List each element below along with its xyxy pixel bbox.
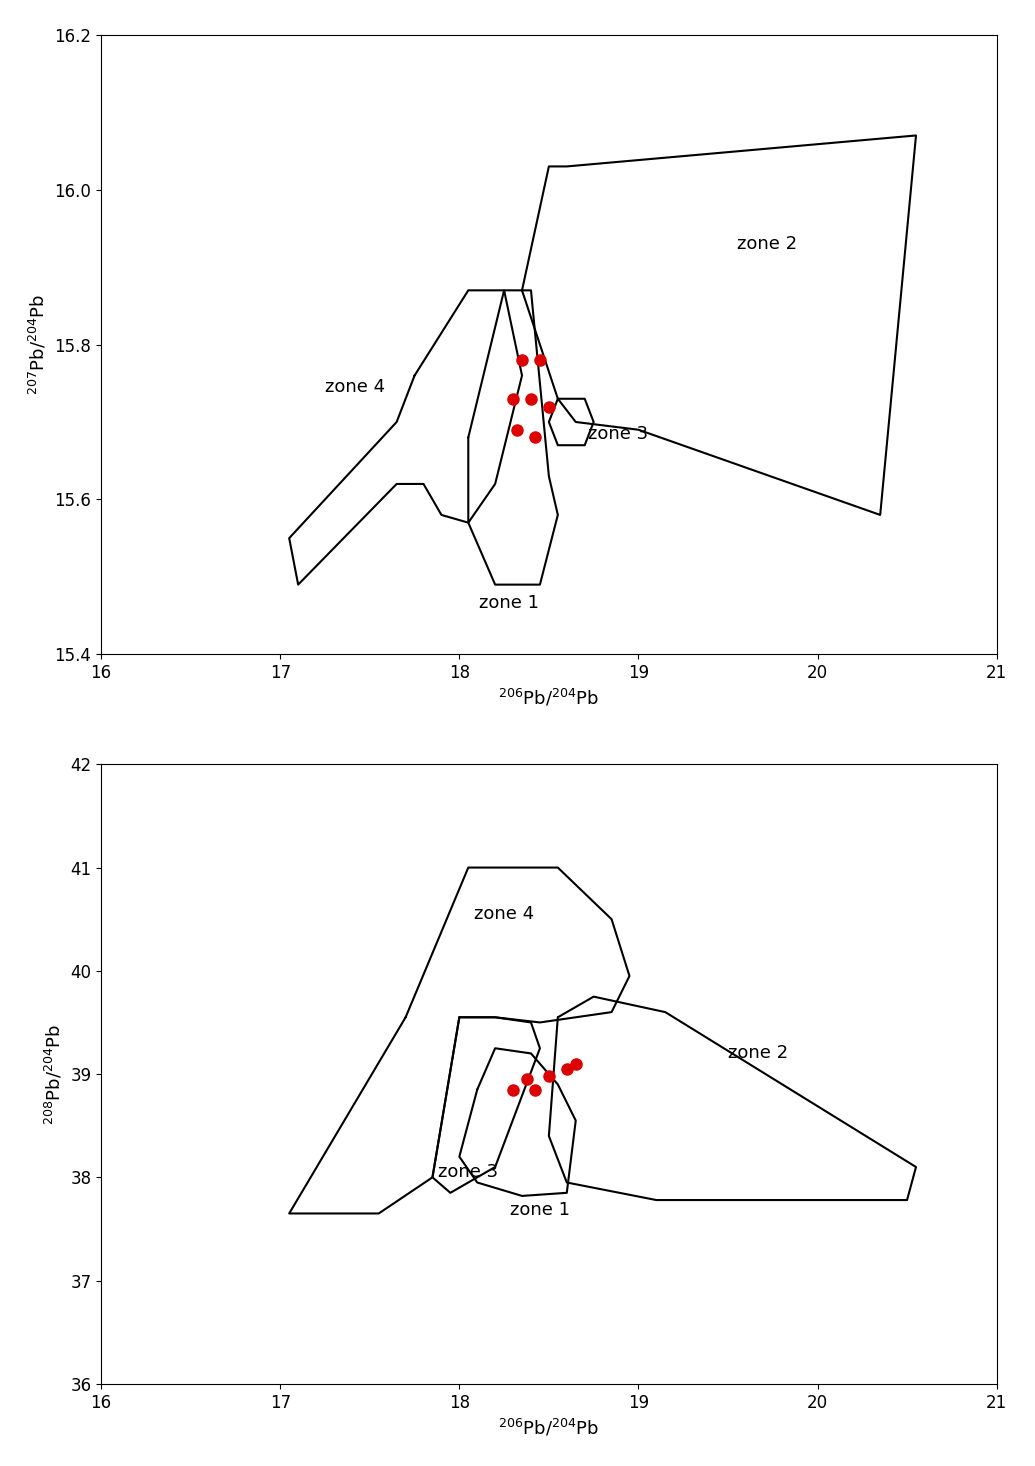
Text: zone 3: zone 3 — [588, 425, 648, 443]
Y-axis label: $^{208}$Pb/$^{204}$Pb: $^{208}$Pb/$^{204}$Pb — [43, 1023, 65, 1124]
Text: zone 1: zone 1 — [510, 1201, 570, 1220]
Text: zone 2: zone 2 — [728, 1044, 788, 1063]
Text: zone 4: zone 4 — [325, 378, 385, 396]
Text: zone 4: zone 4 — [474, 905, 534, 924]
Text: zone 2: zone 2 — [737, 235, 797, 252]
Text: zone 1: zone 1 — [479, 594, 539, 611]
Text: zone 3: zone 3 — [438, 1163, 498, 1182]
X-axis label: $^{206}$Pb/$^{204}$Pb: $^{206}$Pb/$^{204}$Pb — [498, 1418, 599, 1438]
Y-axis label: $^{207}$Pb/$^{204}$Pb: $^{207}$Pb/$^{204}$Pb — [28, 295, 49, 396]
X-axis label: $^{206}$Pb/$^{204}$Pb: $^{206}$Pb/$^{204}$Pb — [498, 688, 599, 708]
